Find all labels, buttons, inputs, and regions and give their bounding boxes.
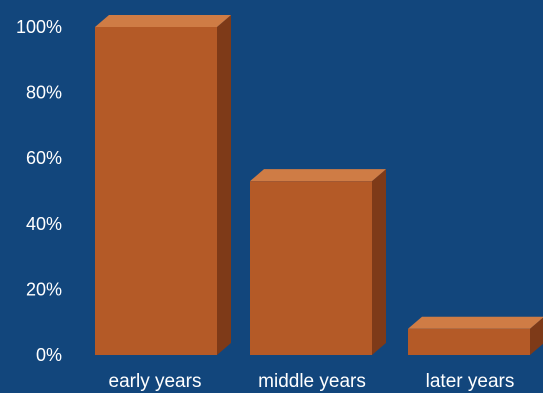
bar-top-face: [408, 316, 543, 329]
bar-side-face: [217, 15, 231, 355]
bar-later-years: [408, 316, 543, 355]
bar-top-face: [250, 169, 386, 182]
x-category-label: later years: [426, 371, 515, 392]
bar-early-years: [95, 15, 231, 355]
y-axis: 0% 20% 40% 60% 80% 100%: [16, 17, 62, 365]
bar-side-face: [372, 169, 386, 355]
y-tick-label: 80%: [26, 83, 62, 103]
x-axis: early years middle years later years: [109, 371, 515, 392]
bar-side-face: [530, 317, 543, 355]
y-tick-label: 0%: [36, 345, 62, 365]
bar-top-face: [95, 15, 231, 27]
y-tick-label: 40%: [26, 214, 62, 234]
bar-front-face: [408, 328, 530, 355]
bar-front-face: [250, 181, 372, 355]
bar-front-face: [95, 27, 217, 355]
x-category-label: middle years: [258, 371, 366, 392]
y-tick-label: 20%: [26, 279, 62, 299]
bar-middle-years: [250, 169, 386, 355]
y-tick-label: 60%: [26, 148, 62, 168]
x-category-label: early years: [109, 371, 202, 392]
bars-group: [95, 15, 543, 355]
y-tick-label: 100%: [16, 17, 62, 37]
